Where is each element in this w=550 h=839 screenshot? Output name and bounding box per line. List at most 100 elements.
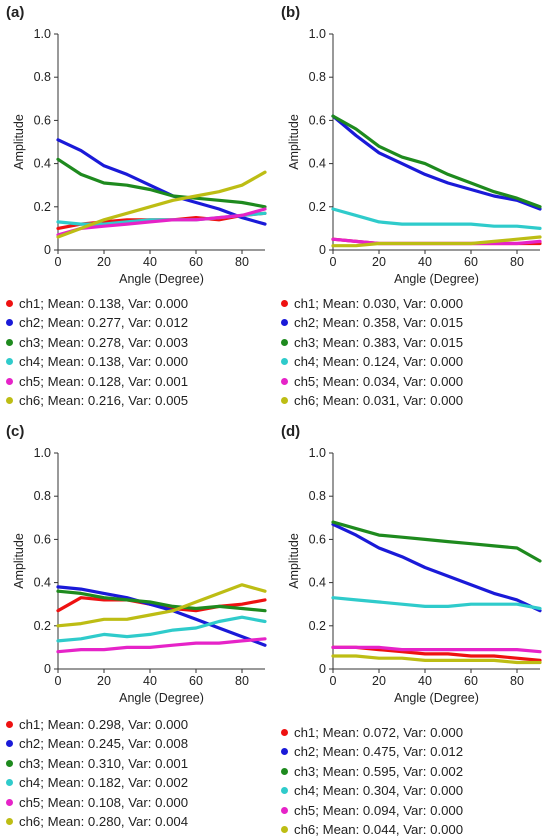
chart-c: 0 0.2 0.4 0.6 0.8 1.0 0 20 40 60 80 Angle (Degree) A…: [12, 446, 267, 705]
x-tick-label: 0: [55, 674, 62, 688]
y-tick-label: 0.6: [309, 113, 326, 127]
legend-item-ch6: ch6; Mean: 0.044, Var: 0.000: [281, 820, 463, 839]
chart-d: 0 0.2 0.4 0.6 0.8 1.0 0 20 40 60 80 Angle (Degree) A…: [287, 446, 542, 705]
legend-item-ch5: ch5; Mean: 0.034, Var: 0.000: [281, 372, 463, 391]
ch3-marker-icon: [281, 767, 288, 775]
chart-b: 0 0.2 0.4 0.6 0.8 1.0 0 20 40 60 80 Angle (Degree) A…: [287, 27, 542, 286]
y-tick-label: 1.0: [34, 446, 51, 460]
series-line-ch2: [56, 585, 267, 647]
legend-text: ch3; Mean: 0.383, Var: 0.015: [294, 334, 464, 350]
chart-a: 0 0.2 0.4 0.6 0.8 1.0 0 20 40 60 80 Angle (Degree) A…: [12, 27, 267, 286]
legend-text: ch6; Mean: 0.216, Var: 0.005: [19, 392, 189, 408]
legend-item-ch5: ch5; Mean: 0.108, Var: 0.000: [6, 793, 188, 812]
legend-item-ch3: ch3; Mean: 0.278, Var: 0.003: [6, 333, 188, 352]
legend-text: ch2; Mean: 0.245, Var: 0.008: [19, 736, 189, 752]
x-tick-label: 80: [510, 255, 524, 269]
legend-item-ch4: ch4; Mean: 0.182, Var: 0.002: [6, 773, 188, 792]
ch6-marker-icon: [6, 396, 13, 404]
x-tick-label: 80: [510, 674, 524, 688]
x-axis-title: Angle (Degree): [394, 691, 479, 705]
x-axis-title: Angle (Degree): [119, 272, 204, 286]
x-tick-label: 20: [372, 674, 386, 688]
y-axis-title: Amplitude: [287, 533, 301, 589]
legend-item-ch3: ch3; Mean: 0.310, Var: 0.001: [6, 754, 188, 773]
legend-text: ch4; Mean: 0.304, Var: 0.000: [294, 783, 464, 799]
series-line-ch2: [331, 114, 542, 211]
legend-text: ch6; Mean: 0.031, Var: 0.000: [294, 392, 464, 408]
ch1-marker-icon: [6, 300, 13, 307]
y-tick-label: 0: [319, 243, 326, 257]
y-tick-label: 0.6: [34, 113, 51, 127]
panel-a: (a) 0 0.2 0.4 0.6 0.8 1.0 0 20 40 60 80 Angle (Degr…: [0, 0, 275, 419]
legend-item-ch1: ch1; Mean: 0.138, Var: 0.000: [6, 294, 188, 313]
legend-text: ch4; Mean: 0.124, Var: 0.000: [294, 354, 464, 370]
legend-item-ch3: ch3; Mean: 0.383, Var: 0.015: [281, 333, 463, 352]
series-line-ch2: [331, 522, 542, 613]
ch4-marker-icon: [6, 779, 13, 787]
y-tick-label: 0.8: [309, 489, 326, 503]
y-axis-title: Amplitude: [12, 533, 26, 589]
x-tick-label: 80: [235, 255, 249, 269]
legend-text: ch3; Mean: 0.310, Var: 0.001: [19, 755, 189, 771]
legend-text: ch6; Mean: 0.044, Var: 0.000: [294, 821, 464, 837]
legend-item-ch6: ch6; Mean: 0.216, Var: 0.005: [6, 391, 188, 410]
legend-item-ch1: ch1; Mean: 0.298, Var: 0.000: [6, 715, 188, 734]
y-tick-label: 1.0: [309, 446, 326, 460]
x-tick-label: 40: [143, 255, 157, 269]
panel-label: (a): [6, 4, 25, 21]
ch1-marker-icon: [281, 300, 288, 307]
y-axis-title: Amplitude: [287, 114, 301, 170]
series-line-ch3: [56, 157, 267, 209]
panel-c: (c) 0 0.2 0.4 0.6 0.8 1.0 0 20 40 60 80 Angle (Degr…: [0, 419, 275, 838]
legend-text: ch1; Mean: 0.030, Var: 0.000: [294, 296, 464, 311]
legend-text: ch5; Mean: 0.094, Var: 0.000: [294, 802, 464, 818]
y-tick-label: 1.0: [309, 27, 326, 41]
y-tick-label: 0.4: [34, 157, 51, 171]
x-tick-label: 60: [464, 674, 478, 688]
legend-item-ch3: ch3; Mean: 0.595, Var: 0.002: [281, 762, 463, 781]
legend-item-ch5: ch5; Mean: 0.128, Var: 0.001: [6, 372, 188, 391]
series-line-ch3: [56, 589, 267, 613]
ch5-marker-icon: [281, 806, 288, 814]
ch6-marker-icon: [281, 396, 288, 404]
legend-text: ch5; Mean: 0.108, Var: 0.000: [19, 794, 189, 810]
legend-text: ch2; Mean: 0.277, Var: 0.012: [19, 315, 189, 331]
legend-text: ch5; Mean: 0.034, Var: 0.000: [294, 373, 464, 389]
legend-b: ch1; Mean: 0.030, Var: 0.000 ch2; Mean: …: [281, 294, 463, 410]
series-line-ch3: [331, 520, 542, 563]
legend-text: ch3; Mean: 0.595, Var: 0.002: [294, 763, 464, 779]
series-line-ch6: [56, 170, 267, 239]
panel-label: (c): [6, 423, 25, 440]
legend-item-ch2: ch2; Mean: 0.475, Var: 0.012: [281, 742, 463, 761]
ch6-marker-icon: [281, 825, 288, 833]
y-tick-label: 0.4: [309, 576, 326, 590]
ch5-marker-icon: [6, 377, 13, 385]
legend-text: ch6; Mean: 0.280, Var: 0.004: [19, 813, 189, 829]
legend-a: ch1; Mean: 0.138, Var: 0.000 ch2; Mean: …: [6, 294, 188, 410]
legend-text: ch4; Mean: 0.182, Var: 0.002: [19, 775, 189, 791]
y-tick-label: 0.8: [34, 70, 51, 84]
legend-item-ch2: ch2; Mean: 0.358, Var: 0.015: [281, 313, 463, 332]
legend-text: ch4; Mean: 0.138, Var: 0.000: [19, 354, 189, 370]
ch4-marker-icon: [6, 358, 13, 366]
x-tick-label: 40: [143, 674, 157, 688]
y-tick-label: 0.6: [309, 532, 326, 546]
series-line-ch6: [331, 654, 542, 665]
y-tick-label: 0.8: [309, 70, 326, 84]
legend-item-ch1: ch1; Mean: 0.030, Var: 0.000: [281, 294, 463, 313]
x-tick-label: 80: [235, 674, 249, 688]
y-tick-label: 0.2: [309, 619, 326, 633]
legend-text: ch2; Mean: 0.475, Var: 0.012: [294, 744, 464, 760]
ch3-marker-icon: [6, 759, 13, 767]
x-tick-label: 60: [189, 255, 203, 269]
ch2-marker-icon: [281, 319, 288, 327]
y-tick-label: 0: [319, 662, 326, 676]
series-line-ch4: [331, 207, 542, 230]
series-line-ch5: [331, 645, 542, 654]
y-tick-label: 0.4: [34, 576, 51, 590]
ch3-marker-icon: [6, 338, 13, 346]
series-line-ch4: [331, 596, 542, 611]
legend-item-ch6: ch6; Mean: 0.031, Var: 0.000: [281, 391, 463, 410]
legend-item-ch1: ch1; Mean: 0.072, Var: 0.000: [281, 723, 463, 742]
legend-item-ch6: ch6; Mean: 0.280, Var: 0.004: [6, 812, 188, 831]
